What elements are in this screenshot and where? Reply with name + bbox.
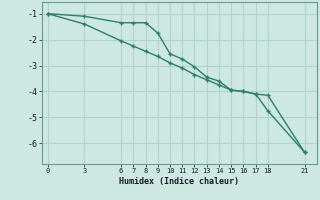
X-axis label: Humidex (Indice chaleur): Humidex (Indice chaleur): [119, 177, 239, 186]
